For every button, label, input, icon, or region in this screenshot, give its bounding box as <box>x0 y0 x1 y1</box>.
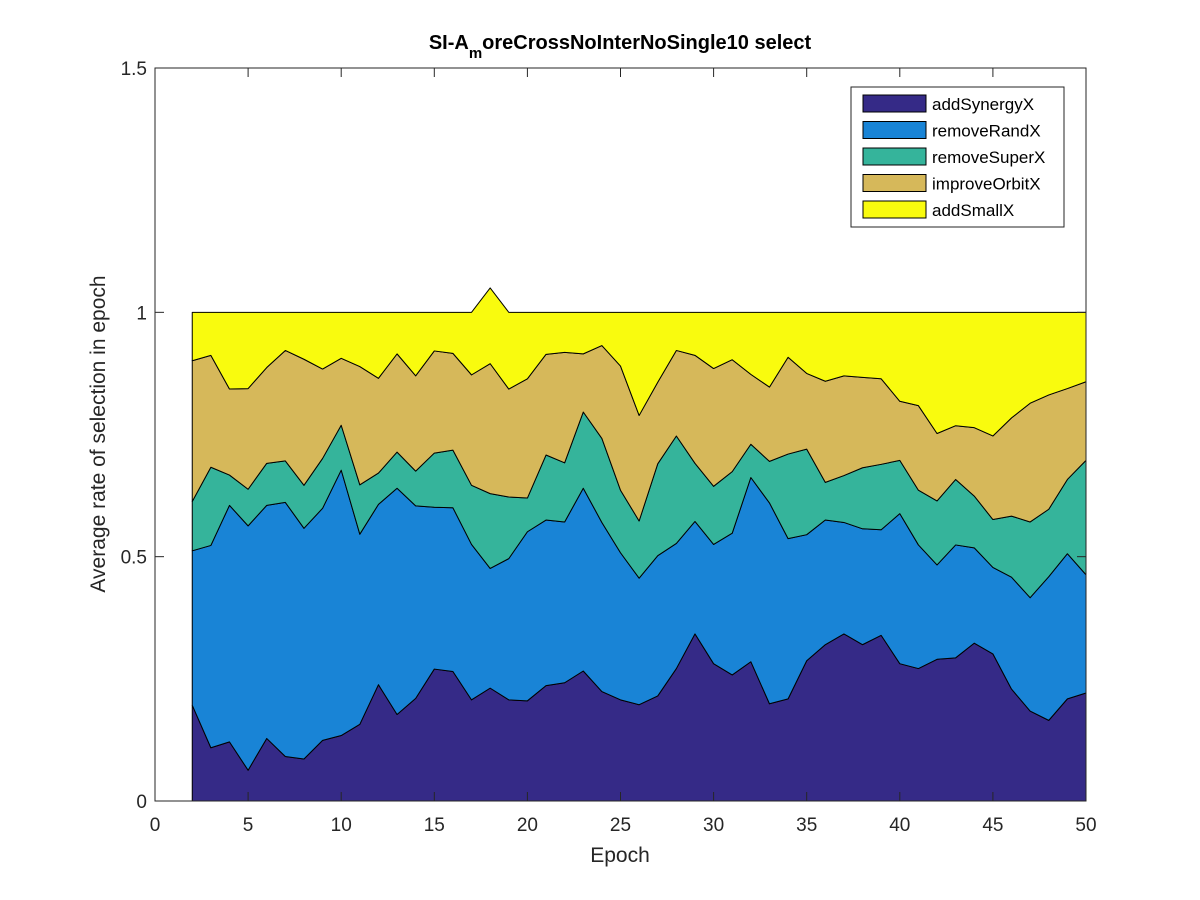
legend-swatch-removeSuperX <box>862 147 927 166</box>
y-tick-label: 1.5 <box>121 59 147 80</box>
legend-swatch-removeRandX <box>862 121 927 139</box>
x-tick-label: 35 <box>796 815 817 836</box>
area-layers <box>191 287 1087 802</box>
x-tick-label: 10 <box>331 815 352 836</box>
x-tick-label: 15 <box>424 815 445 836</box>
y-tick-label: 0.5 <box>121 548 147 569</box>
x-tick-label: 5 <box>243 815 254 836</box>
y-tick-label: 1 <box>136 303 147 324</box>
legend-label-removeSuperX: removeSuperX <box>932 148 1045 167</box>
chart-title-subscript: m <box>469 45 482 62</box>
axis-ticks <box>154 67 1087 802</box>
y-axis-label: Average rate of selection in epoch <box>87 275 110 592</box>
x-axis-label: Epoch <box>590 844 650 867</box>
chart-title: SI-AmoreCrossNoInterNoSingle10 select <box>429 32 812 62</box>
legend-label-addSynergyX: addSynergyX <box>932 95 1034 114</box>
x-tick-label: 40 <box>889 815 910 836</box>
chart-title-main: SI-A <box>429 32 469 54</box>
legend-swatch-addSmallX <box>862 200 927 219</box>
x-tick-label: 50 <box>1075 815 1096 836</box>
legend-swatch-improveOrbitX <box>862 174 927 192</box>
legend-label-addSmallX: addSmallX <box>932 201 1014 220</box>
axis-tick-labels: 0 5 10 15 20 25 30 35 40 45 50 0 0.5 1 1.5 <box>121 59 1097 836</box>
y-tick-label: 0 <box>136 792 147 813</box>
x-tick-label: 45 <box>982 815 1003 836</box>
x-tick-label: 0 <box>150 815 161 836</box>
legend-label-removeRandX: removeRandX <box>932 122 1041 141</box>
chart-title-suffix: oreCrossNoInterNoSingle10 select <box>482 32 811 54</box>
legend-swatch-addSynergyX <box>862 94 927 113</box>
x-tick-label: 25 <box>610 815 631 836</box>
x-tick-label: 20 <box>517 815 538 836</box>
legend-label-improveOrbitX: improveOrbitX <box>932 175 1041 194</box>
x-tick-label: 30 <box>703 815 724 836</box>
legend: addSynergyX removeRandX removeSuperX improv… <box>850 86 1065 228</box>
